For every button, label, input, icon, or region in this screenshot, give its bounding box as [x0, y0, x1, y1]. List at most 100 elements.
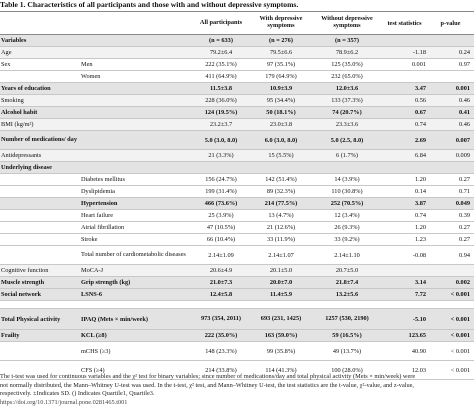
row-sublabel: [80, 94, 192, 107]
table-cell: 232 (65.0%): [312, 70, 382, 83]
table-cell: 2.69: [382, 130, 430, 150]
table-cell: 222 (35.0%): [192, 329, 250, 342]
table-cell: -5.10: [382, 308, 430, 330]
table-row: Diabetes mellitus 156 (24.7%) 142 (51.4%) 1…: [0, 173, 474, 186]
table-cell: 214 (33.8%): [192, 360, 250, 380]
row-label: Cognitive function: [0, 264, 80, 277]
table-row: Smoking 228 (36.0%) 95 (34.4%) 133 (37.3%) 0…: [0, 94, 474, 107]
table-cell: 179 (64.9%): [250, 70, 312, 83]
row-label: Sex: [0, 58, 80, 71]
row-sublabel: [80, 130, 192, 150]
row-sublabel: Stroke: [80, 233, 192, 246]
table-cell: 40.90: [382, 341, 430, 361]
table-cell: 0.46: [430, 94, 474, 107]
row-sublabel: Diabetes mellitus: [80, 173, 192, 186]
characteristics-table: All participants With depressive symptom…: [0, 11, 474, 380]
table-row: Variables (n = 633) (n = 276) (n = 357): [0, 34, 474, 47]
header-cell: Without depressive symptoms: [312, 11, 382, 35]
table-row: Total number of cardiometabolic diseases…: [0, 245, 474, 265]
table-cell: 20.6±4.9: [192, 264, 250, 277]
table-cell: 411 (64.9%): [192, 70, 250, 83]
table-cell: [382, 264, 430, 277]
table-cell: 214 (77.5%): [250, 197, 312, 210]
table-cell: 0.27: [430, 233, 474, 246]
row-label: [0, 185, 80, 198]
table-body: Variables (n = 633) (n = 276) (n = 357) Age 7…: [0, 34, 474, 380]
table-cell: 1257 (530, 2190): [312, 308, 382, 330]
table-cell: [382, 34, 430, 47]
table-cell: < 0.001: [430, 308, 474, 330]
table-cell: 20.7±5.0: [312, 264, 382, 277]
row-sublabel: [80, 34, 192, 47]
table-cell: 2.14±1.09: [192, 245, 250, 265]
table-row: Atrial fibrillation 47 (10.5%) 21 (12.6%) 2…: [0, 221, 474, 234]
table-cell: 0.002: [430, 276, 474, 289]
table-cell: 0.94: [430, 245, 474, 265]
table-cell: 66 (10.4%): [192, 233, 250, 246]
footnote-line: The t-test was used for continuous varia…: [0, 373, 416, 380]
table-cell: 23.2±3.7: [192, 118, 250, 131]
table-caption: Table 1. Characteristics of all particip…: [0, 0, 299, 9]
table-cell: 21.8±7.4: [312, 276, 382, 289]
table-cell: 0.39: [430, 209, 474, 222]
table-row: Years of education 11.5±3.8 10.9±3.9 12.0±3…: [0, 82, 474, 95]
row-sublabel: [80, 149, 192, 162]
row-sublabel: CFS (≥4): [80, 360, 192, 380]
header-cell: test statistics: [382, 11, 430, 35]
table-cell: 33 (9.2%): [312, 233, 382, 246]
footnote-line: not normally distributed, the Mann–Whitn…: [0, 381, 415, 389]
row-label: [0, 70, 80, 83]
table-cell: 11.4±5.9: [250, 288, 312, 301]
table-cell: 12.0±3.6: [312, 82, 382, 95]
table-cell: 3.87: [382, 197, 430, 210]
row-label: [0, 197, 80, 210]
table-row: Women 411 (64.9%) 179 (64.9%) 232 (65.0%): [0, 70, 474, 83]
header-cell: All participants: [192, 11, 250, 35]
row-label: [0, 360, 80, 380]
table-cell: [192, 161, 250, 174]
table-cell: 21 (3.3%): [192, 149, 250, 162]
table-cell: 78.9±6.2: [312, 46, 382, 59]
table-row: CFS (≥4) 214 (33.8%) 114 (41.3%) 100 (28.0%…: [0, 360, 474, 380]
table-row: Total Physical activity IPAQ (Mets × min/…: [0, 308, 474, 330]
header-cell: p-value: [430, 11, 474, 35]
table-row: Number of medications/ day 5.0 (3.0, 8.0)…: [0, 130, 474, 150]
table-cell: 89 (32.3%): [250, 185, 312, 198]
table-cell: 0.46: [430, 118, 474, 131]
table-cell: 142 (51.4%): [250, 173, 312, 186]
row-label: Antidepressants: [0, 149, 80, 162]
table-cell: 466 (73.6%): [192, 197, 250, 210]
row-label: [0, 173, 80, 186]
table-cell: 14 (3.9%): [312, 173, 382, 186]
row-sublabel: [80, 82, 192, 95]
row-sublabel: IPAQ (Mets × min/week): [80, 308, 192, 330]
table-cell: 21 (12.6%): [250, 221, 312, 234]
row-sublabel: MoCA-J: [80, 264, 192, 277]
table-cell: 23.0±3.8: [250, 118, 312, 131]
row-label: [0, 300, 80, 309]
table-row: Age 79.2±6.4 79.5±6.6 78.9±6.2 -1.18 0.24: [0, 46, 474, 59]
table-cell: 13 (4.7%): [250, 209, 312, 222]
table-cell: 12.4±5.8: [192, 288, 250, 301]
row-label: Underlying disease: [0, 161, 80, 174]
table-cell: [430, 161, 474, 174]
table-cell: 59 (16.5%): [312, 329, 382, 342]
table-cell: 1.23: [382, 233, 430, 246]
table-cell: 123.65: [382, 329, 430, 342]
table-row: [0, 300, 474, 309]
footnote-line: respectively. ±Indicates SD. () Indicate…: [0, 390, 155, 398]
table-cell: 95 (34.4%): [250, 94, 312, 107]
header-cell: [80, 11, 192, 35]
row-sublabel: Atrial fibrillation: [80, 221, 192, 234]
doi-link[interactable]: https://doi.org/10.1371/journal.pone.028…: [0, 398, 128, 406]
table-row: Antidepressants 21 (3.3%) 15 (5.5%) 6 (1.7%…: [0, 149, 474, 162]
table-row: Dyslipidemia 199 (31.4%) 89 (32.3%) 110 (30…: [0, 185, 474, 198]
row-label: Frailty: [0, 329, 80, 342]
row-label: BMI (kg/m²): [0, 118, 80, 131]
row-label: [0, 245, 80, 265]
table-cell: 0.001: [382, 58, 430, 71]
table-cell: [382, 300, 430, 309]
table-cell: 5.0 (3.0, 8.0): [192, 130, 250, 150]
header-cell: With depressive symptoms: [250, 11, 312, 35]
table-cell: [192, 300, 250, 309]
